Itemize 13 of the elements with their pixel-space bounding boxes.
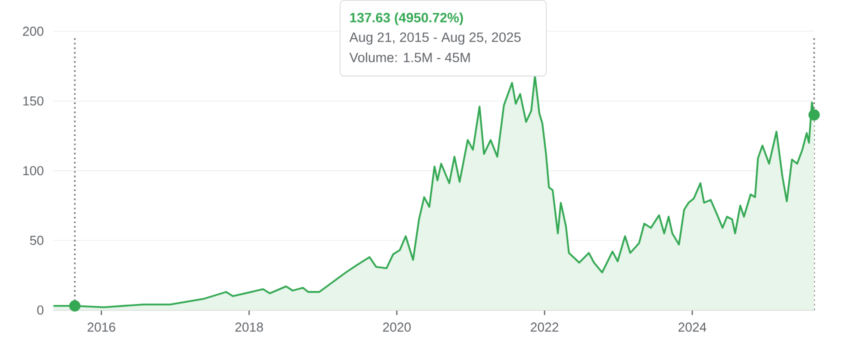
annotation: Volume: 1.5M - 45M [349, 52, 470, 62]
x-tick-label: 2016 [88, 322, 116, 332]
y-tick-label: 50 [30, 236, 44, 245]
text: 137.63 (4950.72%) [350, 12, 463, 26]
x-tick-label: 2018 [235, 322, 263, 332]
x-tick-label: 2022 [530, 322, 558, 332]
y-tick-label: 100 [23, 166, 44, 176]
x-tick-label: 2024 [678, 322, 706, 332]
x-tick-label: 2020 [383, 322, 411, 332]
annotation: Aug 21, 2015 - Aug 25, 2025 [349, 32, 521, 45]
y-tick-label: 150 [23, 96, 44, 106]
y-tick-label: 0 [37, 306, 44, 315]
y-tick-label: 200 [22, 26, 44, 36]
